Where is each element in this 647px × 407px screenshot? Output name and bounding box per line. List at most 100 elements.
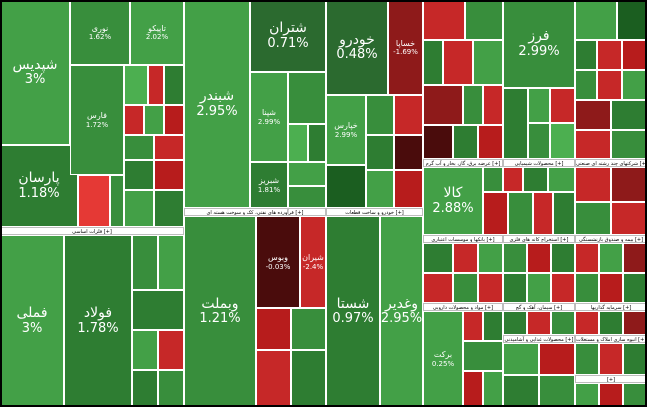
treemap-tile-tapiko[interactable]: تاپیکو 2.02%	[130, 0, 184, 65]
treemap-tile-small[interactable]	[528, 123, 550, 159]
sector-header-mining[interactable]: استخراج کانه های فلزی [+]	[503, 235, 575, 243]
treemap-tile-small[interactable]	[617, 0, 647, 40]
treemap-tile-vghadir[interactable]: وغدیر 2.95%	[380, 216, 423, 407]
sector-header-pharma[interactable]: مواد و محصولات دارویی [+]	[423, 303, 503, 311]
treemap-tile-small[interactable]	[551, 243, 575, 273]
treemap-tile-small[interactable]	[144, 105, 164, 135]
treemap-tile-small[interactable]	[291, 350, 326, 407]
treemap-tile-small[interactable]	[508, 192, 533, 235]
treemap-tile-small[interactable]	[575, 0, 617, 40]
treemap-tile-foolad[interactable]: فولاد 1.78%	[64, 235, 132, 407]
treemap-tile-small[interactable]	[611, 202, 647, 235]
sector-header-construction[interactable]: انبوه سازی املاک و مستغلات [+]	[575, 335, 647, 343]
treemap-tile-small[interactable]	[158, 330, 184, 370]
treemap-tile-nouri[interactable]: نوری 1.62%	[70, 0, 130, 65]
treemap-tile-vbus[interactable]: وبوس -0.03%	[256, 216, 300, 308]
treemap-tile-shabriz[interactable]: شبریز 1.81%	[250, 162, 288, 208]
treemap-tile-small[interactable]	[473, 40, 503, 85]
treemap-tile-small[interactable]	[132, 235, 158, 290]
treemap-tile-small[interactable]	[366, 135, 394, 170]
treemap-tile-small[interactable]	[599, 383, 623, 407]
treemap-tile-small[interactable]	[394, 170, 423, 208]
sector-header-industrial[interactable]: شرکتهای چند رشته ای صنعتی [+]	[575, 159, 647, 167]
treemap-tile-small[interactable]	[503, 273, 527, 303]
treemap-tile-small[interactable]	[132, 330, 158, 370]
treemap-tile-small[interactable]	[599, 343, 623, 375]
treemap-tile-small[interactable]	[288, 72, 326, 124]
treemap-tile-small[interactable]	[124, 160, 154, 190]
treemap-tile-small[interactable]	[483, 371, 503, 407]
treemap-tile-small[interactable]	[366, 170, 394, 208]
treemap-tile-small[interactable]	[622, 70, 647, 100]
treemap-tile-small[interactable]	[575, 167, 611, 202]
treemap-tile-fars[interactable]: فارس 1.72%	[70, 65, 124, 175]
treemap-tile-small[interactable]	[551, 273, 575, 303]
treemap-tile-small[interactable]	[158, 370, 184, 407]
treemap-tile-small[interactable]	[623, 243, 647, 273]
sector-header-petroleum[interactable]: فرآورده های نفتی، کک و سوخت هسته ای [+]	[184, 208, 326, 216]
treemap-tile-small[interactable]	[622, 40, 647, 70]
sector-header-food[interactable]: محصولات غذایی و آشامیدنی [+]	[503, 335, 575, 343]
sector-header-banks[interactable]: بانکها و موسسات اعتباری [+]	[423, 235, 503, 243]
treemap-tile-small[interactable]	[483, 311, 503, 341]
treemap-tile-small[interactable]	[394, 135, 423, 170]
treemap-tile-shapdis[interactable]: شپدیس 3%	[0, 0, 70, 145]
treemap-tile-khsapa[interactable]: خساپا -1.69%	[388, 0, 423, 95]
treemap-tile-small[interactable]	[548, 167, 575, 192]
treemap-tile-small[interactable]	[623, 273, 647, 303]
treemap-tile-small[interactable]	[256, 308, 291, 350]
sector-header-metals[interactable]: فلزات اساسی [+]	[0, 227, 184, 235]
treemap-tile-small[interactable]	[423, 125, 453, 159]
treemap-tile-small[interactable]	[291, 308, 326, 350]
treemap-tile-small[interactable]	[366, 95, 394, 135]
treemap-tile-small[interactable]	[597, 40, 622, 70]
treemap-tile-small[interactable]	[465, 0, 503, 40]
treemap-tile-small[interactable]	[478, 273, 503, 303]
treemap-tile-small[interactable]	[124, 65, 148, 105]
treemap-tile-khodro[interactable]: خودرو 0.48%	[326, 0, 388, 95]
treemap-tile-small[interactable]	[575, 383, 599, 407]
treemap-tile-khpars[interactable]: خپارس 2.99%	[326, 95, 366, 165]
treemap-tile-vbemellat[interactable]: وبملت 1.21%	[184, 216, 256, 407]
treemap-tile-small[interactable]	[611, 100, 647, 130]
treemap-tile-small[interactable]	[539, 375, 575, 407]
treemap-tile-small[interactable]	[575, 130, 611, 159]
treemap-tile-small[interactable]	[623, 343, 647, 375]
treemap-tile-small[interactable]	[124, 105, 144, 135]
treemap-tile-small[interactable]	[478, 125, 503, 159]
treemap-tile-small[interactable]	[463, 85, 483, 125]
treemap-tile-small[interactable]	[453, 273, 478, 303]
treemap-tile-small[interactable]	[533, 192, 553, 235]
treemap-tile-small[interactable]	[503, 343, 539, 375]
treemap-tile-small[interactable]	[575, 343, 599, 375]
treemap-tile-small[interactable]	[528, 88, 550, 123]
treemap-tile-small[interactable]	[527, 243, 551, 273]
treemap-tile-small[interactable]	[599, 243, 623, 273]
treemap-tile-small[interactable]	[611, 167, 647, 202]
treemap-tile-small[interactable]	[599, 311, 623, 335]
treemap-tile-small[interactable]	[326, 165, 366, 208]
treemap-tile-small[interactable]	[503, 88, 528, 159]
treemap-tile-small[interactable]	[483, 192, 508, 235]
treemap-tile-small[interactable]	[132, 370, 158, 407]
sector-header-insurance[interactable]: بیمه و صندوق بازنشستگی [+]	[575, 235, 647, 243]
sector-header-auto[interactable]: خودرو و ساخت قطعات [+]	[326, 208, 423, 216]
sector-header-other[interactable]: [+]	[575, 375, 647, 383]
treemap-tile-small[interactable]	[575, 40, 597, 70]
treemap-tile-small[interactable]	[550, 123, 575, 159]
treemap-tile-small[interactable]	[597, 70, 622, 100]
treemap-tile-small[interactable]	[599, 273, 623, 303]
treemap-tile-small[interactable]	[503, 311, 527, 335]
treemap-tile-small[interactable]	[463, 371, 483, 407]
treemap-tile-small[interactable]	[423, 0, 465, 40]
treemap-tile-small[interactable]	[154, 190, 184, 227]
treemap-tile-barekat[interactable]: برکت 0.25%	[423, 311, 463, 407]
treemap-tile-parsan[interactable]: پارسان 1.18%	[0, 145, 78, 227]
treemap-tile-small[interactable]	[575, 243, 599, 273]
treemap-tile-small[interactable]	[453, 125, 478, 159]
treemap-tile-small[interactable]	[158, 235, 184, 290]
treemap-tile-small[interactable]	[256, 350, 291, 407]
treemap-tile-small[interactable]	[503, 243, 527, 273]
treemap-tile-small[interactable]	[164, 65, 184, 105]
treemap-tile-shiran[interactable]: شیران -2.4%	[300, 216, 326, 308]
